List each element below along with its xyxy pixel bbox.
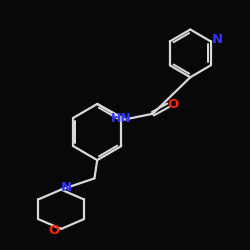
Text: HN: HN — [111, 112, 132, 125]
Text: N: N — [211, 33, 222, 46]
Text: O: O — [168, 98, 179, 111]
Text: O: O — [48, 224, 60, 237]
Text: N: N — [60, 182, 72, 194]
